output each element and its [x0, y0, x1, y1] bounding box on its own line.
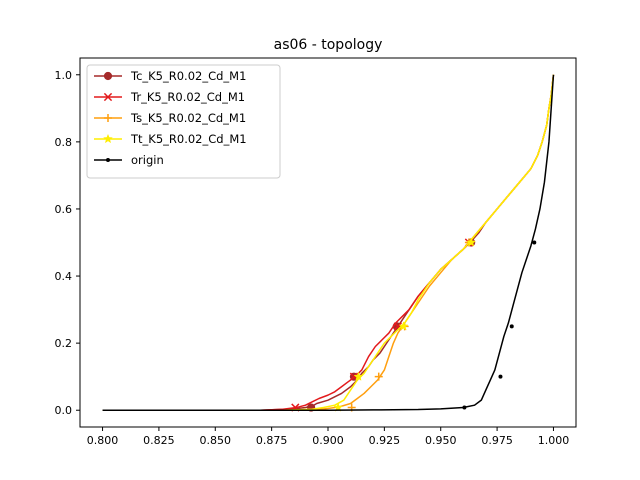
series-line-3	[102, 74, 555, 411]
x-tick-label: 0.925	[369, 434, 401, 447]
legend-entry: Tt_K5_R0.02_Cd_M1	[94, 132, 247, 146]
x-tick-label: 0.850	[200, 434, 232, 447]
y-tick-label: 0.6	[55, 203, 73, 216]
series-origin	[102, 74, 555, 411]
x-tick-label: 0.800	[87, 434, 119, 447]
x-axis: 0.800 0.825 0.850 0.875 0.900 0.925 0.950 0.975…	[87, 427, 569, 447]
plot-lines	[102, 74, 555, 412]
legend-swatch-marker	[104, 114, 112, 122]
series-3-marker-1	[353, 371, 364, 381]
legend-label: origin	[131, 153, 164, 167]
legend-swatch-marker	[103, 133, 113, 144]
x-tick-label: 0.900	[312, 434, 344, 447]
series-line-4	[102, 74, 555, 411]
series-3-marker-2	[398, 321, 409, 331]
x-tick-label: 0.875	[256, 434, 288, 447]
legend-label: Tr_K5_R0.02_Cd_M1	[130, 90, 245, 104]
legend-swatch-marker	[106, 158, 110, 162]
legend-label: Tc_K5_R0.02_Cd_M1	[130, 69, 246, 83]
y-tick-label: 0.0	[55, 404, 73, 417]
legend-entry: Ts_K5_R0.02_Cd_M1	[94, 111, 246, 125]
y-tick-label: 0.4	[55, 270, 73, 283]
y-tick-label: 1.0	[55, 69, 73, 82]
x-tick-label: 0.825	[143, 434, 175, 447]
legend-entry: Tr_K5_R0.02_Cd_M1	[94, 90, 245, 104]
y-tick-label: 0.8	[55, 136, 73, 149]
x-tick-label: 0.975	[481, 434, 513, 447]
legend-entry: Tc_K5_R0.02_Cd_M1	[94, 69, 246, 83]
y-tick-label: 0.2	[55, 337, 73, 350]
legend: Tc_K5_R0.02_Cd_M1 Tr_K5_R0.02_Cd_M1 Ts_K5_…	[86, 64, 281, 179]
series-4-marker-3	[532, 240, 537, 245]
series-Tt_K5_R0.02_Cd_M1	[102, 74, 555, 412]
legend-swatch-marker	[103, 92, 113, 102]
x-tick-label: 1.000	[538, 434, 570, 447]
series-3-marker-3	[466, 237, 477, 247]
legend-box	[86, 64, 281, 179]
legend-label: Tt_K5_R0.02_Cd_M1	[130, 132, 247, 146]
x-tick-label: 0.950	[425, 434, 457, 447]
series-4-marker-0	[462, 405, 467, 410]
chart-title: as06 - topology	[274, 37, 383, 53]
legend-entry: origin	[94, 153, 164, 167]
series-4-marker-2	[509, 324, 514, 329]
legend-swatch-marker	[103, 71, 113, 81]
series-2-marker-1	[374, 372, 383, 381]
series-4-marker-1	[498, 374, 503, 379]
y-axis: 0.0 0.2 0.4 0.6 0.8 1.0	[55, 69, 80, 417]
legend-label: Ts_K5_R0.02_Cd_M1	[130, 111, 246, 125]
